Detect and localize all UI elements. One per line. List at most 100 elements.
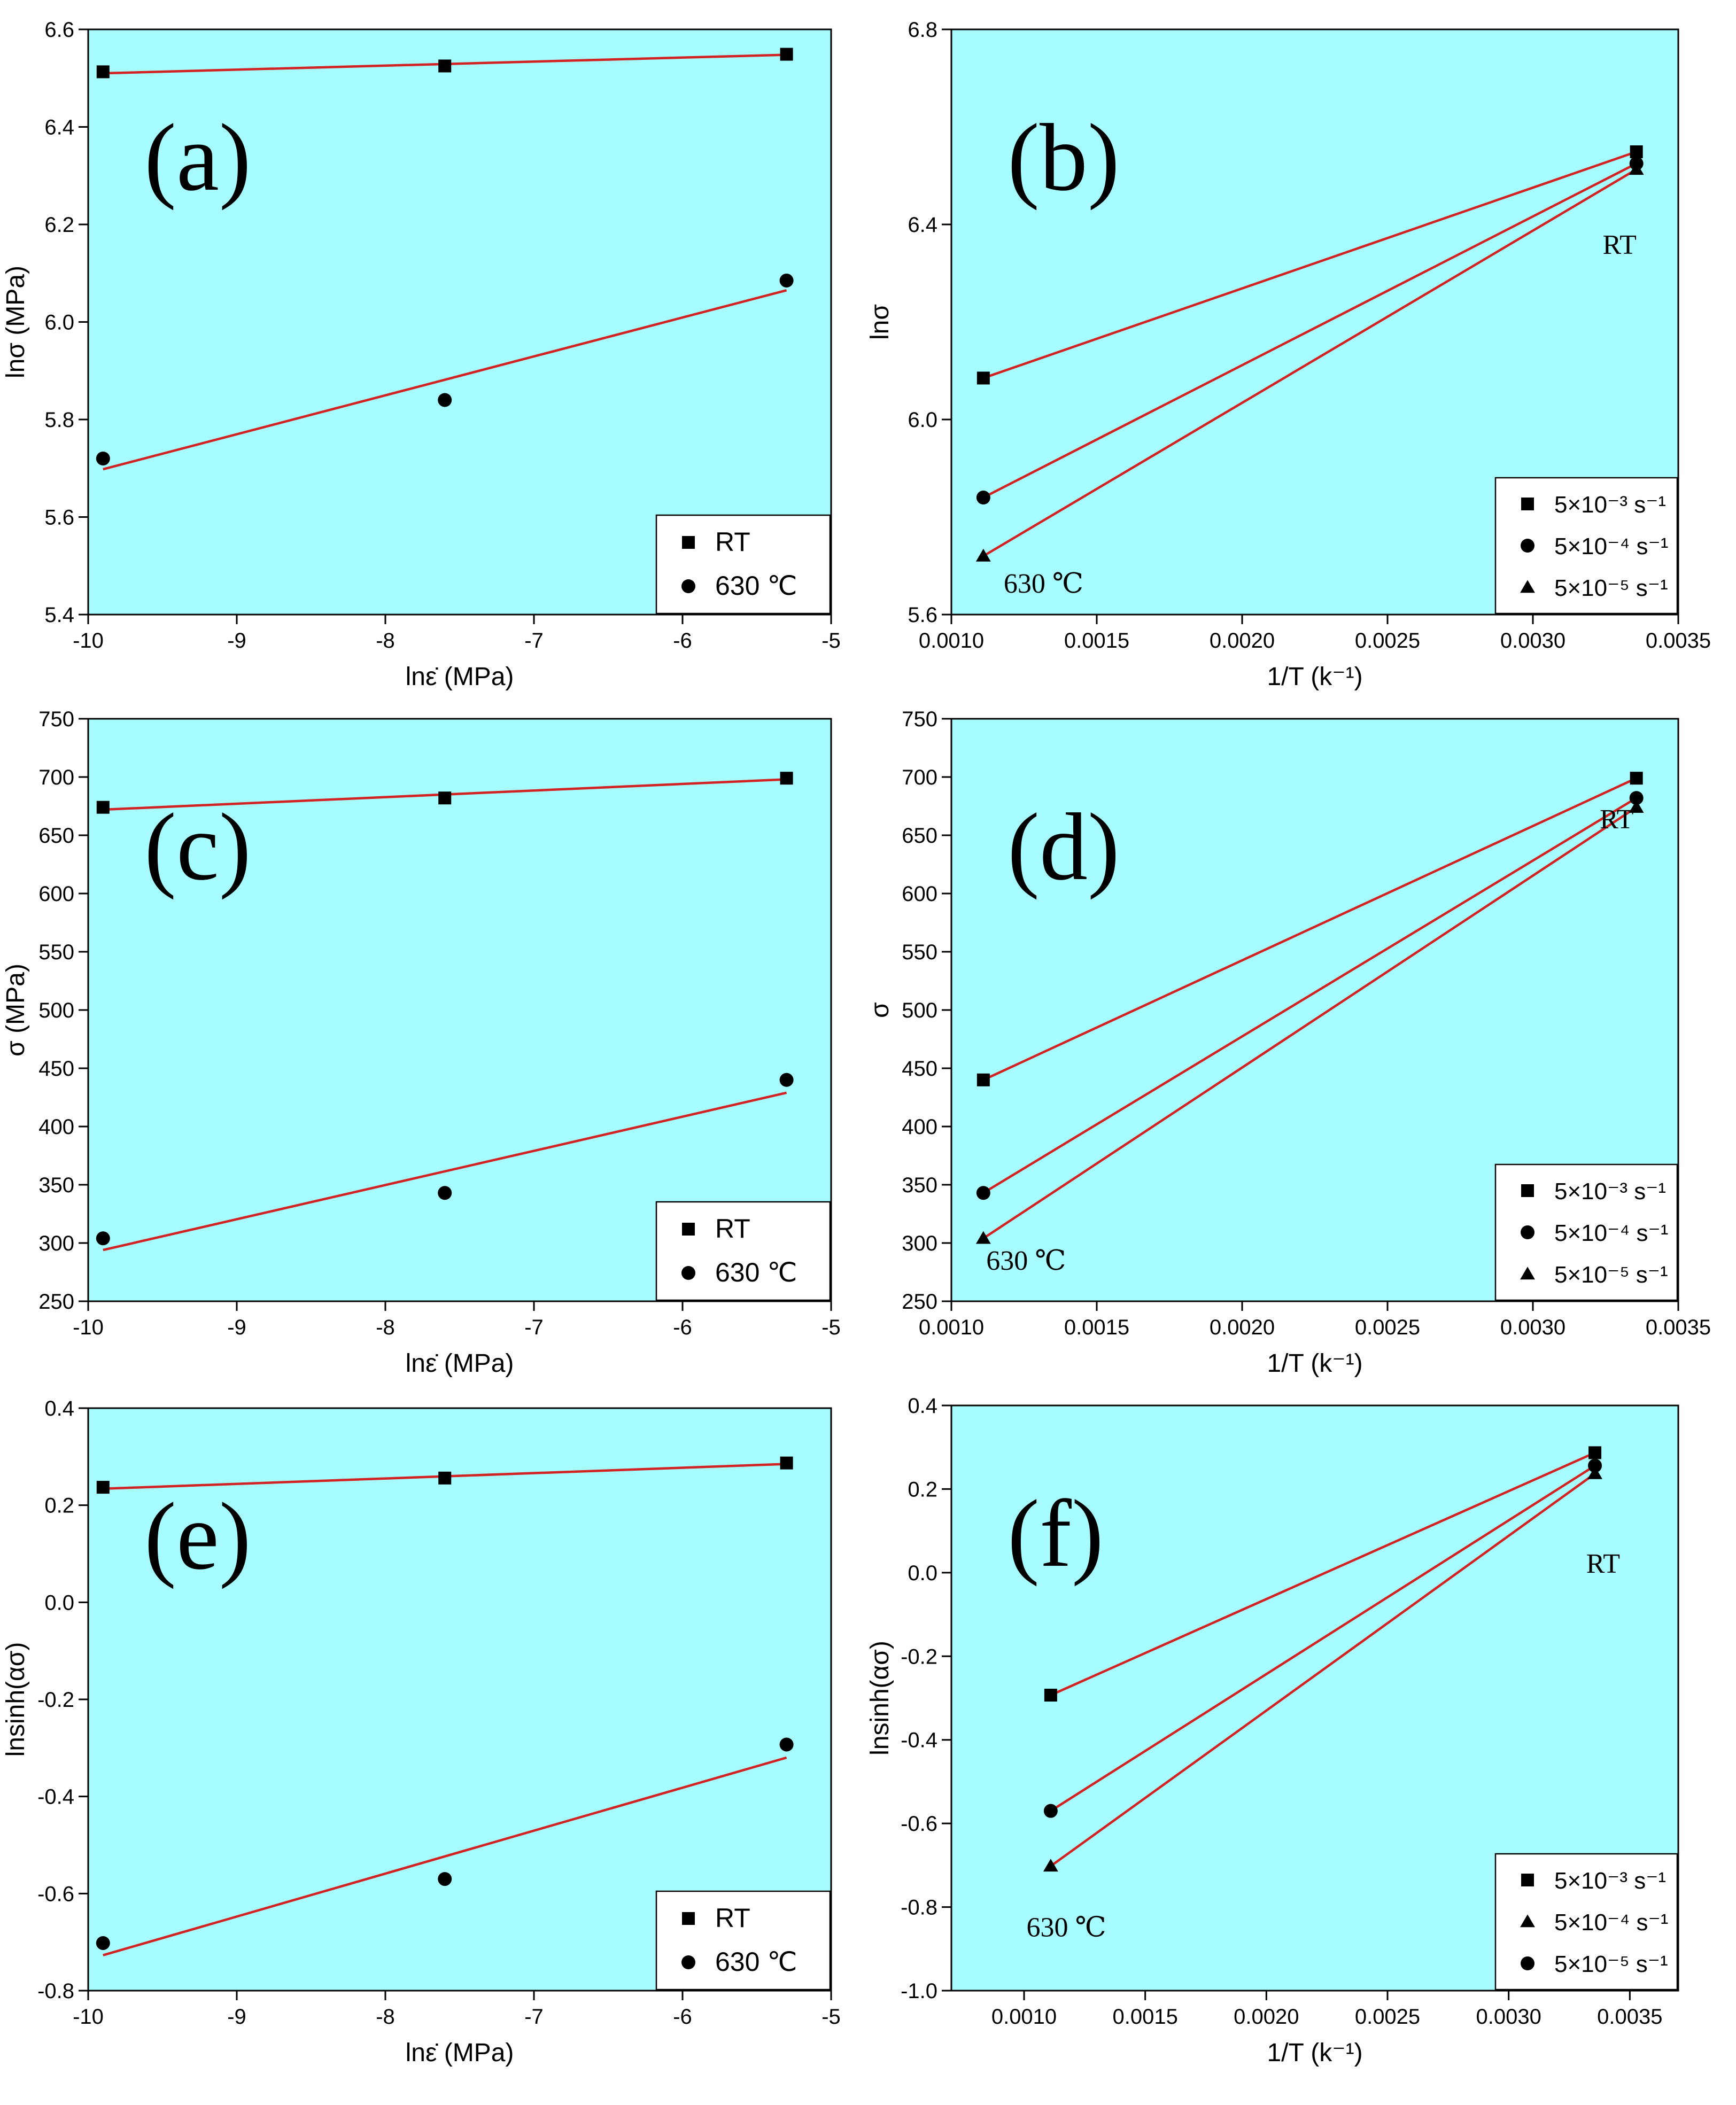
x-tick-label-b-5: 0.0035 xyxy=(1646,629,1711,653)
x-axis-label-d: 1/T (k⁻¹) xyxy=(1267,1349,1362,1378)
x-tick-label-d-3: 0.0025 xyxy=(1355,1316,1420,1339)
data-point-a-0-2 xyxy=(780,48,793,61)
y-tick-label-d-6: 550 xyxy=(902,941,937,964)
y-tick-label-b-2: 6.4 xyxy=(908,213,937,237)
legend-label-c-0: RT xyxy=(715,1214,750,1244)
y-tick-label-e-1: -0.6 xyxy=(37,1882,74,1906)
legend-marker-b-2 xyxy=(1520,580,1535,593)
fit-line-b-2 xyxy=(982,168,1637,557)
fit-line-b-0 xyxy=(983,150,1637,379)
x-tick-label-a-3: -7 xyxy=(524,629,544,653)
data-point-c-1-1 xyxy=(438,1186,452,1200)
x-tick-label-c-0: -10 xyxy=(73,1316,104,1339)
chart-panel-e: -10 -9 -8 -7 -6 -5 -0.8 -0.6 -0.4 -0.2 0.0 0.2 0.4 ln… xyxy=(2,1397,841,2067)
fit-line-a-1 xyxy=(103,289,787,471)
legend-marker-e-0 xyxy=(682,1912,695,1925)
y-tick-label-d-9: 700 xyxy=(902,766,937,789)
x-tick-label-b-1: 0.0015 xyxy=(1064,629,1129,653)
y-tick-label-e-3: -0.2 xyxy=(37,1688,74,1712)
y-tick-label-d-3: 400 xyxy=(902,1115,937,1139)
annotation-b-1: 630 ℃ xyxy=(1004,569,1083,599)
x-tick-label-f-0: 0.0010 xyxy=(991,2005,1057,2029)
x-tick-label-f-2: 0.0020 xyxy=(1234,2005,1299,2029)
data-point-b-0-0 xyxy=(976,371,990,385)
legend-d: 5×10⁻³ s⁻¹ 5×10⁻⁴ s⁻¹ 5×10⁻⁵ s⁻¹ xyxy=(1494,1163,1678,1301)
legend-marker-f-2 xyxy=(1521,1956,1534,1970)
legend-label-e-0: RT xyxy=(715,1903,750,1933)
legend-box-e xyxy=(655,1890,831,1991)
chart-panel-c: -10 -9 -8 -7 -6 -5 250 300 350 400 450 500 550 600 650… xyxy=(2,708,841,1378)
x-tick-label-d-2: 0.0020 xyxy=(1210,1316,1275,1339)
y-axis-label-d: σ xyxy=(866,1002,894,1018)
legend-label-d-2: 5×10⁻⁵ s⁻¹ xyxy=(1554,1262,1668,1288)
data-point-a-1-2 xyxy=(779,273,794,288)
y-tick-label-d-1: 300 xyxy=(902,1232,937,1255)
data-point-f-2-0 xyxy=(1043,1804,1058,1818)
y-tick-label-c-0: 250 xyxy=(38,1290,74,1314)
data-point-b-2-0 xyxy=(975,548,991,562)
y-tick-label-d-2: 350 xyxy=(902,1174,937,1197)
data-point-b-2-1 xyxy=(1629,162,1644,175)
y-tick-label-a-3: 6.0 xyxy=(44,311,74,335)
x-tick-label-d-1: 0.0015 xyxy=(1064,1316,1129,1339)
y-tick-label-f-1: -0.8 xyxy=(901,1896,937,1920)
y-tick-label-f-2: -0.6 xyxy=(901,1812,937,1836)
data-point-b-0-1 xyxy=(1630,145,1643,159)
x-tick-label-e-4: -6 xyxy=(673,2005,692,2029)
x-tick-label-a-4: -6 xyxy=(673,629,692,653)
annotation-d-1: 630 ℃ xyxy=(986,1246,1066,1276)
x-tick-label-e-3: -7 xyxy=(524,2005,544,2029)
x-axis-label-f: 1/T (k⁻¹) xyxy=(1267,2039,1362,2067)
data-point-f-2-1 xyxy=(1588,1458,1602,1473)
data-point-d-1-0 xyxy=(976,1186,990,1200)
legend-label-f-1: 5×10⁻⁴ s⁻¹ xyxy=(1554,1909,1668,1936)
panel-label-c: (c) xyxy=(144,794,251,900)
x-tick-label-c-4: -6 xyxy=(673,1316,692,1339)
chart-panel-d: 0.0010 0.0015 0.0020 0.0025 0.0030 0.0035 250 3… xyxy=(866,708,1711,1378)
x-axis-label-b: 1/T (k⁻¹) xyxy=(1267,663,1362,691)
panel-label-d: (d) xyxy=(1007,794,1120,900)
data-point-b-1-0 xyxy=(976,491,990,504)
data-point-c-0-1 xyxy=(438,791,452,805)
y-tick-label-c-10: 750 xyxy=(38,708,74,731)
panel-label-f: (f) xyxy=(1007,1480,1104,1587)
legend-label-a-0: RT xyxy=(715,527,750,557)
data-point-d-0-1 xyxy=(1630,772,1643,785)
data-point-d-2-1 xyxy=(1629,800,1644,813)
y-tick-label-b-3: 6.8 xyxy=(908,18,937,42)
data-point-d-1-1 xyxy=(1629,791,1644,805)
y-tick-label-a-4: 6.2 xyxy=(44,213,74,237)
chart-panel-a: -10 -9 -8 -7 -6 -5 5.4 5.6 5.8 6.0 6.2 6.4 6.6 lnε̇ (… xyxy=(2,18,841,691)
fit-line-f-1 xyxy=(1050,1472,1596,1867)
x-tick-label-f-5: 0.0035 xyxy=(1597,2005,1662,2029)
legend-c: RT 630 ℃ xyxy=(655,1201,831,1301)
x-tick-label-f-3: 0.0025 xyxy=(1355,2005,1420,2029)
data-point-a-1-1 xyxy=(438,393,452,407)
x-tick-label-c-2: -8 xyxy=(376,1316,395,1339)
y-tick-label-c-3: 400 xyxy=(38,1115,74,1139)
y-tick-label-e-5: 0.2 xyxy=(44,1494,74,1518)
annotation-f-0: RT xyxy=(1586,1549,1620,1579)
data-point-e-0-0 xyxy=(96,1481,110,1494)
legend-a: RT 630 ℃ xyxy=(655,514,831,615)
y-tick-label-c-9: 700 xyxy=(38,766,74,789)
x-tick-label-b-0: 0.0010 xyxy=(919,629,984,653)
y-tick-label-a-0: 5.4 xyxy=(44,603,74,627)
y-axis-label-c: σ (MPa) xyxy=(2,964,30,1057)
data-point-c-0-2 xyxy=(780,772,793,785)
x-tick-label-b-3: 0.0025 xyxy=(1355,629,1420,653)
legend-b: 5×10⁻³ s⁻¹ 5×10⁻⁴ s⁻¹ 5×10⁻⁵ s⁻¹ xyxy=(1494,477,1678,615)
annotation-b-0: RT xyxy=(1603,230,1637,260)
legend-marker-a-1 xyxy=(681,579,695,593)
fit-line-d-1 xyxy=(982,797,1637,1194)
y-tick-label-d-5: 500 xyxy=(902,999,937,1022)
data-point-d-2-0 xyxy=(975,1231,991,1244)
x-tick-label-d-5: 0.0035 xyxy=(1646,1316,1711,1339)
data-point-f-1-0 xyxy=(1043,1859,1058,1872)
y-tick-label-f-6: 0.2 xyxy=(908,1478,937,1501)
x-tick-label-a-5: -5 xyxy=(821,629,841,653)
x-tick-label-d-0: 0.0010 xyxy=(919,1316,984,1339)
x-tick-label-a-1: -9 xyxy=(227,629,246,653)
fit-line-d-0 xyxy=(982,777,1637,1081)
